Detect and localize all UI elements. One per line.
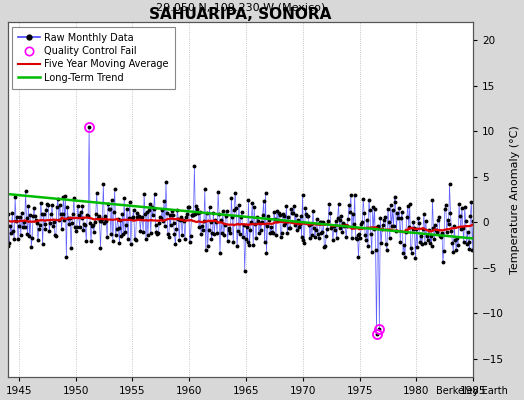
Legend: Raw Monthly Data, Quality Control Fail, Five Year Moving Average, Long-Term Tren: Raw Monthly Data, Quality Control Fail, …: [13, 27, 175, 89]
Text: 29.050 N, 109.230 W (Mexico): 29.050 N, 109.230 W (Mexico): [156, 3, 325, 13]
Y-axis label: Temperature Anomaly (°C): Temperature Anomaly (°C): [510, 125, 520, 274]
Title: SAHUARIPA, SONORA: SAHUARIPA, SONORA: [149, 7, 332, 22]
Text: Berkeley Earth: Berkeley Earth: [436, 386, 508, 396]
